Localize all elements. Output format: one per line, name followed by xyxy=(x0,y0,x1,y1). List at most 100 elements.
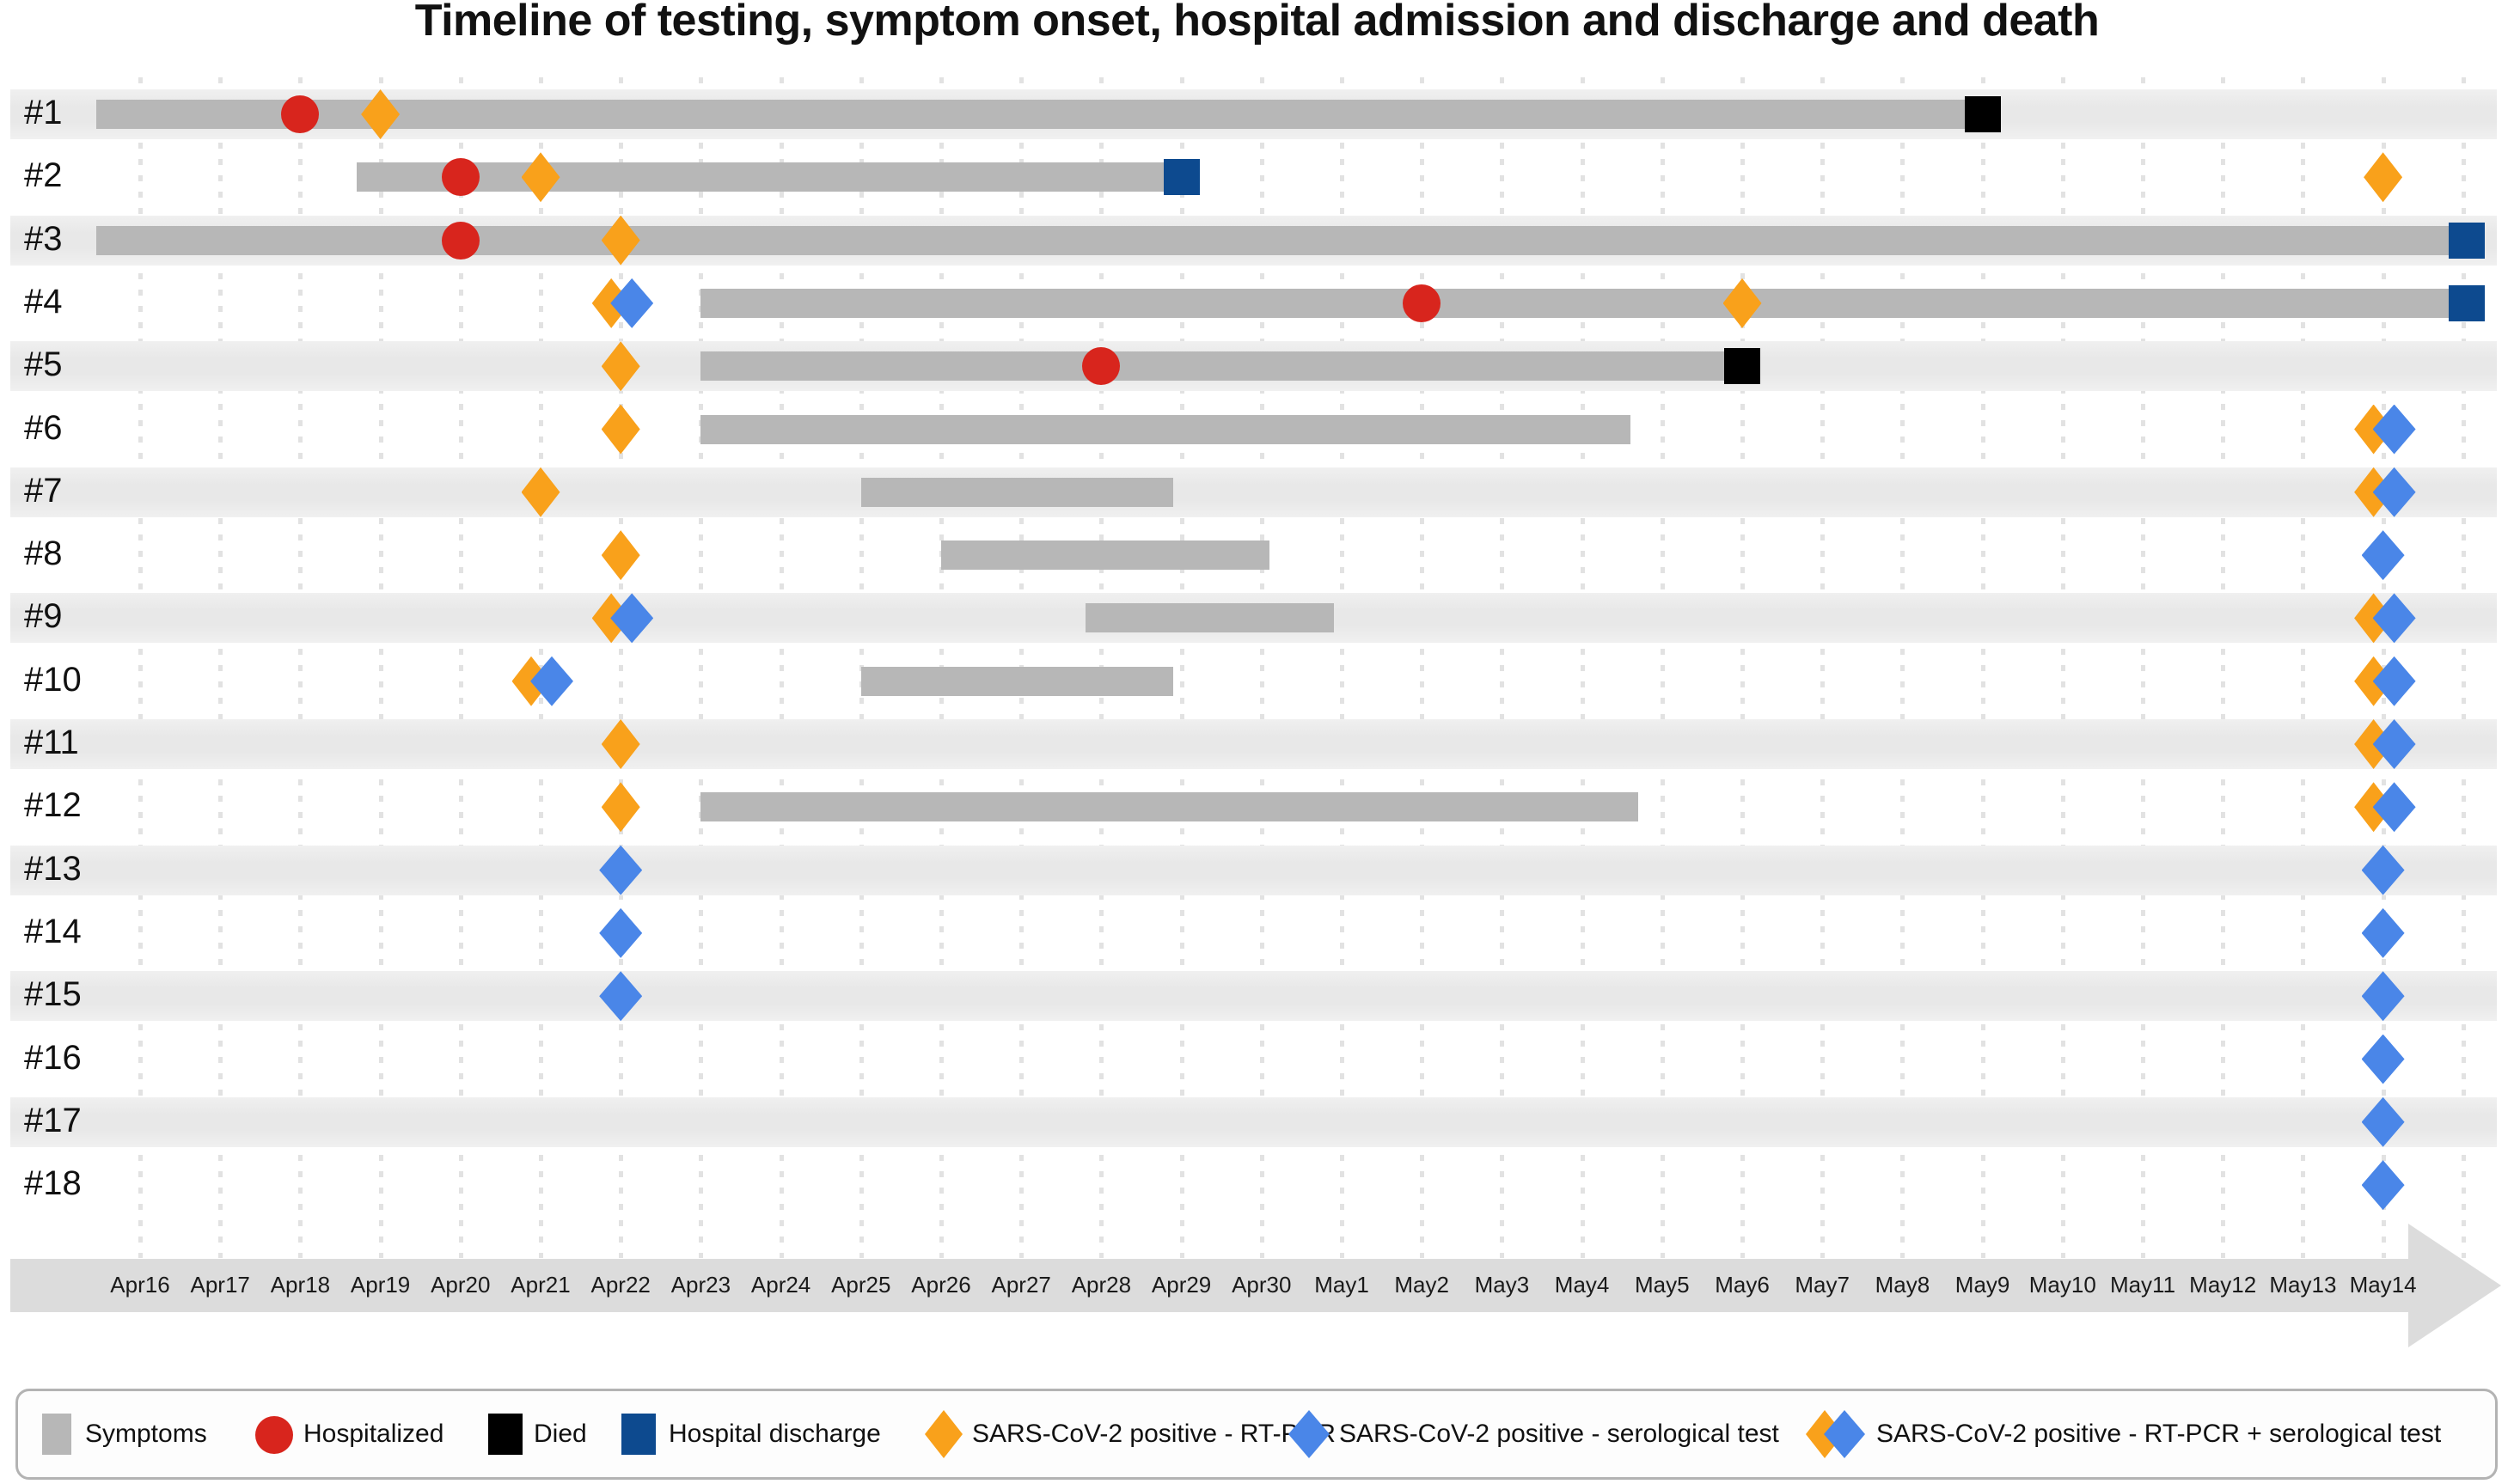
gridline xyxy=(619,77,624,1258)
patient-row-label: #2 xyxy=(24,156,63,195)
gridline xyxy=(378,77,383,1258)
hospitalized-marker xyxy=(1403,284,1441,322)
serological-positive-marker xyxy=(2361,1034,2405,1084)
serological-positive-marker xyxy=(1288,1410,1330,1458)
x-axis-date-label: May13 xyxy=(2269,1272,2337,1298)
symptoms-swatch xyxy=(42,1414,71,1455)
x-axis-date-label: Apr30 xyxy=(1232,1272,1292,1298)
symptom-bar xyxy=(95,225,2480,255)
row-stripe xyxy=(10,971,2497,1022)
legend-item-label: SARS-CoV-2 positive - RT-PCR xyxy=(972,1420,1336,1448)
gridline xyxy=(458,77,463,1258)
x-axis-date-label: May11 xyxy=(2109,1272,2176,1298)
legend: Symptoms Hospitalized Died Hospital dischar… xyxy=(15,1389,2498,1480)
symptom-bar xyxy=(356,162,1182,192)
x-axis-date-label: Apr22 xyxy=(590,1272,651,1298)
row-stripe xyxy=(10,467,2497,517)
patient-row-label: #5 xyxy=(24,345,63,384)
died-marker xyxy=(488,1414,523,1455)
x-axis-date-label: Apr19 xyxy=(350,1272,411,1298)
patient-row-label: #9 xyxy=(24,597,63,636)
x-axis-date-label: May7 xyxy=(1795,1272,1850,1298)
serological-positive-marker xyxy=(2361,907,2405,958)
x-axis-date-label: May5 xyxy=(1635,1272,1690,1298)
hospitalized-marker xyxy=(281,95,320,133)
gridline xyxy=(1900,77,1905,1258)
gridline xyxy=(1340,77,1344,1258)
gridline xyxy=(1740,77,1745,1258)
gridline xyxy=(1179,77,1184,1258)
gridline xyxy=(2221,77,2226,1258)
gridline xyxy=(1580,77,1585,1258)
gridline xyxy=(138,77,143,1258)
died-marker xyxy=(1724,348,1760,385)
x-axis-date-label: May14 xyxy=(2349,1272,2417,1298)
gridline xyxy=(699,77,704,1258)
legend-item-label: Hospital discharge xyxy=(669,1420,881,1448)
gridline xyxy=(1820,77,1826,1258)
x-axis-date-label: May8 xyxy=(1875,1272,1930,1298)
patient-row-label: #6 xyxy=(24,408,63,447)
legend-item-label: Hospitalized xyxy=(303,1420,444,1448)
gridline xyxy=(2461,77,2466,1258)
legend-item-label: Symptoms xyxy=(85,1420,207,1448)
patient-row-label: #7 xyxy=(24,471,63,510)
x-axis-date-label: Apr26 xyxy=(911,1272,971,1298)
x-axis-date-label: Apr20 xyxy=(431,1272,491,1298)
serological-positive-marker xyxy=(599,907,643,958)
symptom-bar xyxy=(700,414,1630,444)
x-axis-date-label: May6 xyxy=(1715,1272,1770,1298)
discharge-marker xyxy=(621,1414,656,1455)
x-axis-date-label: May12 xyxy=(2189,1272,2257,1298)
gridline xyxy=(2301,77,2306,1258)
x-axis-date-label: Apr27 xyxy=(991,1272,1051,1298)
x-axis-date-label: Apr28 xyxy=(1071,1272,1132,1298)
hospitalized-marker xyxy=(255,1416,293,1454)
symptom-bar xyxy=(700,792,1638,822)
x-axis-date-label: May4 xyxy=(1554,1272,1610,1298)
x-axis-date-label: May3 xyxy=(1474,1272,1530,1298)
symptom-bar xyxy=(700,351,1742,382)
rtpcr-positive-marker xyxy=(521,152,560,203)
gridline xyxy=(1420,77,1425,1258)
rtpcr-positive-marker xyxy=(2364,152,2403,203)
x-axis-date-label: May2 xyxy=(1394,1272,1449,1298)
discharge-marker xyxy=(2449,222,2486,259)
row-stripe xyxy=(10,719,2497,769)
gridline xyxy=(218,77,223,1258)
row-stripe xyxy=(10,1096,2497,1147)
patient-row-label: #8 xyxy=(24,534,63,573)
patient-row-label: #3 xyxy=(24,219,63,258)
rtpcr-positive-marker xyxy=(925,1410,963,1458)
rtpcr-positive-marker xyxy=(1722,278,1762,328)
discharge-marker xyxy=(2449,284,2486,321)
serological-positive-marker xyxy=(2361,1160,2405,1211)
hospitalized-marker xyxy=(1082,347,1121,386)
patient-row-label: #10 xyxy=(24,660,82,699)
symptom-bar xyxy=(700,288,2480,318)
gridline xyxy=(1259,77,1264,1258)
patient-row-label: #13 xyxy=(24,849,82,888)
x-axis-date-label: May1 xyxy=(1314,1272,1369,1298)
symptom-bar xyxy=(1085,603,1334,633)
hospitalized-marker xyxy=(441,158,480,197)
x-axis-date-label: May9 xyxy=(1954,1272,2010,1298)
x-axis-date-label: Apr25 xyxy=(831,1272,891,1298)
gridline xyxy=(539,77,543,1258)
symptom-bar xyxy=(860,477,1174,507)
x-axis-date-label: Apr29 xyxy=(1151,1272,1212,1298)
legend-item-label: SARS-CoV-2 positive - RT-PCR + serologic… xyxy=(1876,1420,2442,1448)
x-axis-date-label: Apr18 xyxy=(270,1272,331,1298)
patient-row-label: #17 xyxy=(24,1101,82,1139)
gridline xyxy=(2060,77,2065,1258)
hospitalized-marker xyxy=(441,221,480,260)
chart-title: Timeline of testing, symptom onset, hosp… xyxy=(414,0,2100,46)
gridline xyxy=(1980,77,1985,1258)
patient-row-label: #14 xyxy=(24,912,82,950)
discharge-marker xyxy=(1163,159,1200,196)
patient-row-label: #15 xyxy=(24,975,82,1014)
patient-row-label: #4 xyxy=(24,282,63,321)
rtpcr-positive-marker xyxy=(601,782,640,833)
patient-row-label: #11 xyxy=(24,724,79,761)
